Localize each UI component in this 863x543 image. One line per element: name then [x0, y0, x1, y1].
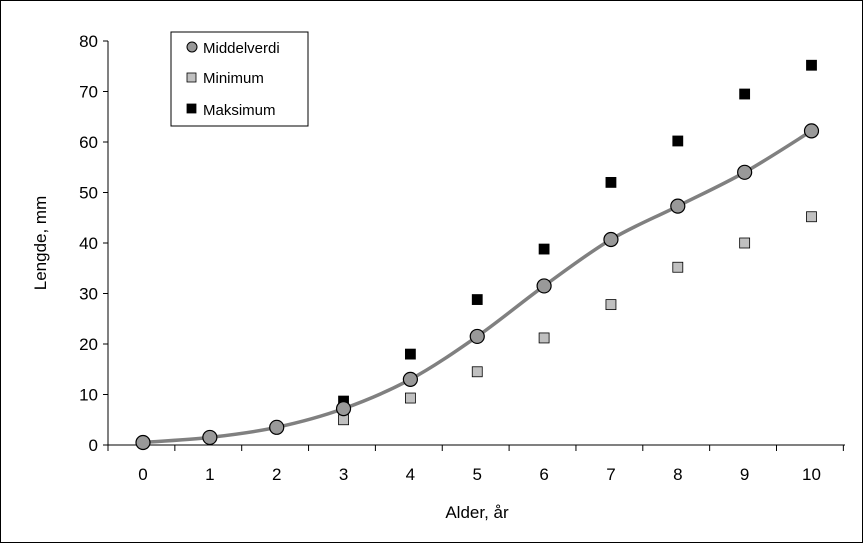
point-middelverdi	[603, 231, 619, 248]
point-minimum	[471, 366, 483, 378]
x-tick-label: 1	[205, 465, 214, 484]
legend-marker-middelverdi	[186, 41, 198, 53]
point-middelverdi	[737, 164, 753, 180]
point-maksimum	[605, 176, 617, 188]
point-middelverdi	[269, 419, 285, 435]
legend-label-maksimum: Maksimum	[203, 102, 276, 119]
y-tick-label: 80	[79, 32, 98, 51]
y-tick-label: 0	[89, 436, 98, 455]
legend-marker-maksimum	[186, 103, 197, 114]
point-middelverdi	[402, 371, 418, 387]
point-maksimum	[739, 88, 751, 100]
y-tick-label: 70	[79, 83, 98, 102]
point-middelverdi	[803, 123, 820, 139]
x-tick-label: 10	[802, 465, 821, 484]
point-middelverdi	[135, 434, 151, 451]
x-tick-label: 3	[339, 465, 348, 484]
point-minimum	[538, 332, 550, 344]
data-marks	[135, 59, 820, 451]
x-tick-label: 8	[673, 465, 682, 484]
point-middelverdi	[536, 278, 552, 294]
x-tick-label: 0	[138, 465, 147, 484]
y-tick-label: 20	[79, 335, 98, 354]
point-maksimum	[471, 294, 483, 305]
x-tick-label: 4	[406, 465, 415, 484]
point-maksimum	[806, 59, 817, 71]
point-maksimum	[404, 348, 416, 360]
point-minimum	[672, 261, 684, 273]
point-maksimum	[538, 243, 550, 255]
legend-label-middelverdi: Middelverdi	[203, 40, 280, 57]
x-tick-label: 9	[740, 465, 749, 484]
y-tick-label: 10	[79, 386, 98, 405]
x-tick-label: 2	[272, 465, 281, 484]
point-minimum	[739, 237, 751, 249]
y-tick-label: 30	[79, 285, 98, 304]
y-axis-label: Lengde, mm	[31, 196, 50, 291]
y-tick-label: 50	[79, 184, 98, 203]
point-minimum	[338, 414, 349, 426]
x-tick-label: 6	[539, 465, 548, 484]
legend: Middelverdi Minimum Maksimum	[170, 31, 309, 127]
point-middelverdi	[469, 328, 485, 345]
point-minimum	[605, 299, 617, 311]
legend-marker-minimum	[186, 72, 197, 83]
x-tick-label: 5	[473, 465, 482, 484]
point-middelverdi	[335, 401, 352, 417]
point-maksimum	[672, 135, 684, 147]
point-minimum	[806, 211, 817, 223]
point-middelverdi	[670, 198, 686, 214]
legend-label-minimum: Minimum	[203, 70, 264, 87]
point-middelverdi	[202, 429, 218, 446]
y-tick-label: 40	[79, 234, 98, 253]
axis-ticks: 0 10 20 30 40 50 60 70 80 0 1 2 3 4 5 6 7 8 9 10	[79, 32, 844, 484]
x-tick-label: 7	[606, 465, 615, 484]
point-minimum	[404, 392, 416, 404]
y-tick-label: 60	[79, 133, 98, 152]
x-axis-label: Alder, år	[445, 503, 509, 522]
